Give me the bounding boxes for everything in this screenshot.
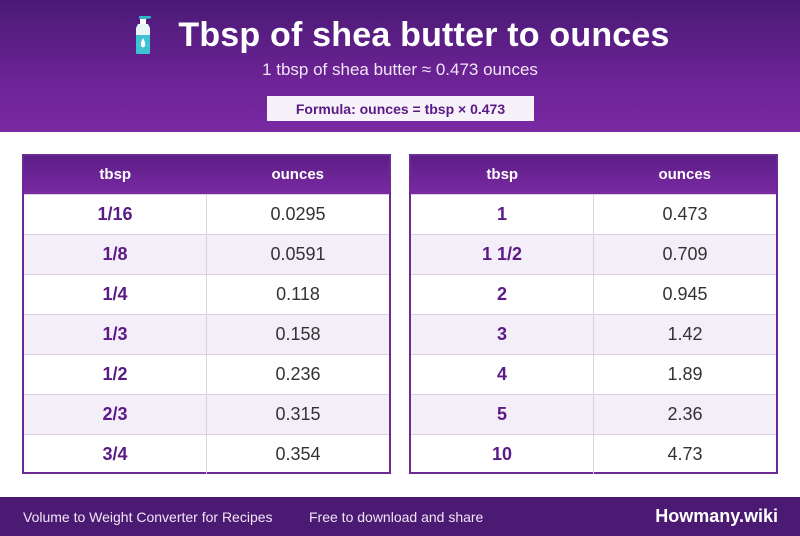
table-row: 1 1/2 0.709 [411, 233, 776, 274]
header-banner: Tbsp of shea butter to ounces 1 tbsp of … [0, 0, 800, 132]
ounces-cell: 0.236 [206, 353, 389, 394]
tbsp-cell: 1 [411, 193, 594, 234]
table-header-row: tbsp ounces [24, 156, 389, 194]
table-row: 3 1.42 [411, 313, 776, 354]
table-row: 1/8 0.0591 [24, 233, 389, 274]
tbsp-cell: 3 [411, 313, 594, 354]
table-row: 1/4 0.118 [24, 273, 389, 314]
tbsp-cell: 5 [411, 393, 594, 434]
ounces-cell: 1.89 [593, 353, 776, 394]
conversion-table-left: tbsp ounces 1/16 0.0295 1/8 0.0591 1/4 0… [22, 154, 391, 474]
brand-logo-text[interactable]: Howmany.wiki [655, 506, 778, 526]
formula-badge: Formula: ounces = tbsp × 0.473 [267, 96, 534, 121]
table-row: 1 0.473 [411, 193, 776, 234]
ounces-cell: 0.709 [593, 233, 776, 274]
tbsp-cell: 1 1/2 [411, 233, 594, 274]
tbsp-cell: 1/3 [24, 313, 207, 354]
tbsp-cell: 1/16 [24, 193, 207, 234]
footer-converter-link[interactable]: Volume to Weight Converter for Recipes [23, 508, 273, 525]
ounces-cell: 2.36 [593, 393, 776, 434]
tbsp-cell: 3/4 [24, 433, 207, 474]
footer-bar: Volume to Weight Converter for Recipes F… [0, 497, 800, 536]
title-row: Tbsp of shea butter to ounces [0, 12, 800, 58]
tbsp-cell: 4 [411, 353, 594, 394]
conversion-table-right: tbsp ounces 1 0.473 1 1/2 0.709 2 0.945 … [409, 154, 778, 474]
table-row: 5 2.36 [411, 393, 776, 434]
page-title: Tbsp of shea butter to ounces [178, 15, 670, 54]
column-header-ounces: ounces [206, 156, 389, 194]
tbsp-cell: 1/8 [24, 233, 207, 274]
lotion-bottle-icon [136, 16, 152, 54]
tbsp-cell: 2/3 [24, 393, 207, 434]
column-header-tbsp: tbsp [24, 156, 207, 194]
column-header-ounces: ounces [593, 156, 776, 194]
ounces-cell: 0.354 [206, 433, 389, 474]
ounces-cell: 0.0295 [206, 193, 389, 234]
table-row: 2/3 0.315 [24, 393, 389, 434]
ounces-cell: 1.42 [593, 313, 776, 354]
table-row: 10 4.73 [411, 433, 776, 474]
tbsp-cell: 2 [411, 273, 594, 314]
table-row: 4 1.89 [411, 353, 776, 394]
conversion-subtitle: 1 tbsp of shea butter ≈ 0.473 ounces [262, 60, 538, 79]
tbsp-cell: 1/4 [24, 273, 207, 314]
table-row: 1/3 0.158 [24, 313, 389, 354]
table-row: 1/2 0.236 [24, 353, 389, 394]
table-header-row: tbsp ounces [411, 156, 776, 194]
table-row: 2 0.945 [411, 273, 776, 314]
tbsp-cell: 10 [411, 433, 594, 474]
footer-share-note: Free to download and share [309, 508, 484, 525]
ounces-cell: 0.945 [593, 273, 776, 314]
ounces-cell: 0.473 [593, 193, 776, 234]
table-row: 3/4 0.354 [24, 433, 389, 474]
ounces-cell: 0.158 [206, 313, 389, 354]
ounces-cell: 0.315 [206, 393, 389, 434]
tbsp-cell: 1/2 [24, 353, 207, 394]
ounces-cell: 4.73 [593, 433, 776, 474]
table-row: 1/16 0.0295 [24, 193, 389, 234]
ounces-cell: 0.118 [206, 273, 389, 314]
column-header-tbsp: tbsp [411, 156, 594, 194]
ounces-cell: 0.0591 [206, 233, 389, 274]
